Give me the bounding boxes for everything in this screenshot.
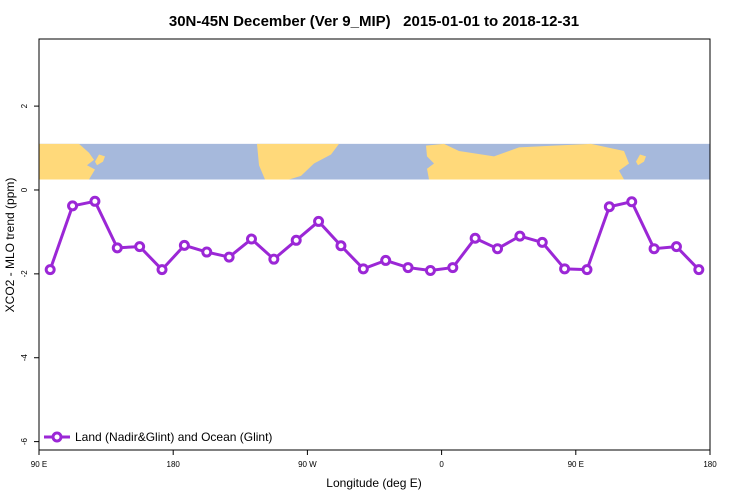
data-point <box>245 233 257 245</box>
y-tick-label: -4 <box>20 354 29 362</box>
data-point <box>67 200 79 212</box>
x-axis: 90 E 180 90 W 0 90 E 180 <box>31 450 717 469</box>
plot-frame <box>38 38 711 451</box>
legend-marker <box>51 431 63 443</box>
data-point <box>111 242 123 254</box>
chart-title: 30N-45N December (Ver 9_MIP) 2015-01-01 … <box>169 13 579 30</box>
data-point <box>693 264 705 276</box>
data-point <box>335 240 347 252</box>
map-land <box>95 154 105 166</box>
data-point <box>424 265 436 277</box>
data-point <box>134 241 146 253</box>
data-point <box>178 239 190 251</box>
y-axis-label: XCO2 - MLO trend (ppm) <box>3 178 17 313</box>
data-point <box>313 215 325 227</box>
data-point <box>536 236 548 248</box>
data-point <box>357 263 369 275</box>
x-tick-label: 180 <box>167 460 181 469</box>
data-point <box>514 230 526 242</box>
world-map-strip <box>39 143 710 180</box>
map-land <box>426 143 629 180</box>
y-tick-label: 2 <box>20 103 29 108</box>
data-point <box>44 264 56 276</box>
data-point <box>626 196 638 208</box>
data-point <box>268 253 280 265</box>
data-point <box>201 246 213 258</box>
data-point <box>402 262 414 274</box>
x-tick-label: 90 W <box>298 460 317 469</box>
x-axis-label: Longitude (deg E) <box>326 476 421 490</box>
data-point <box>290 234 302 246</box>
legend-entry-label: Land (Nadir&Glint) and Ocean (Glint) <box>75 430 272 444</box>
x-tick-label: 0 <box>439 460 444 469</box>
data-point <box>380 254 392 266</box>
y-tick-label: -2 <box>20 270 29 278</box>
series-layer <box>44 195 705 277</box>
map-land <box>636 154 646 166</box>
data-point <box>447 262 459 274</box>
y-tick-label: -6 <box>20 438 29 446</box>
data-point <box>581 264 593 276</box>
data-point <box>559 263 571 275</box>
data-point <box>89 195 101 207</box>
data-point <box>603 201 615 213</box>
x-tick-label: 180 <box>703 460 717 469</box>
map-land <box>257 143 339 180</box>
legend: Land (Nadir&Glint) and Ocean (Glint) <box>44 430 272 444</box>
data-point <box>469 232 481 244</box>
data-point <box>156 264 168 276</box>
map-land <box>39 143 95 180</box>
y-tick-label: 0 <box>20 187 29 192</box>
y-axis: 2 0 -2 -4 -6 <box>20 103 39 445</box>
data-point <box>492 243 504 255</box>
x-tick-label: 90 E <box>31 460 47 469</box>
data-point <box>670 241 682 253</box>
x-tick-label: 90 E <box>568 460 584 469</box>
series-line <box>48 199 700 273</box>
data-point <box>648 243 660 255</box>
data-point <box>223 251 235 263</box>
